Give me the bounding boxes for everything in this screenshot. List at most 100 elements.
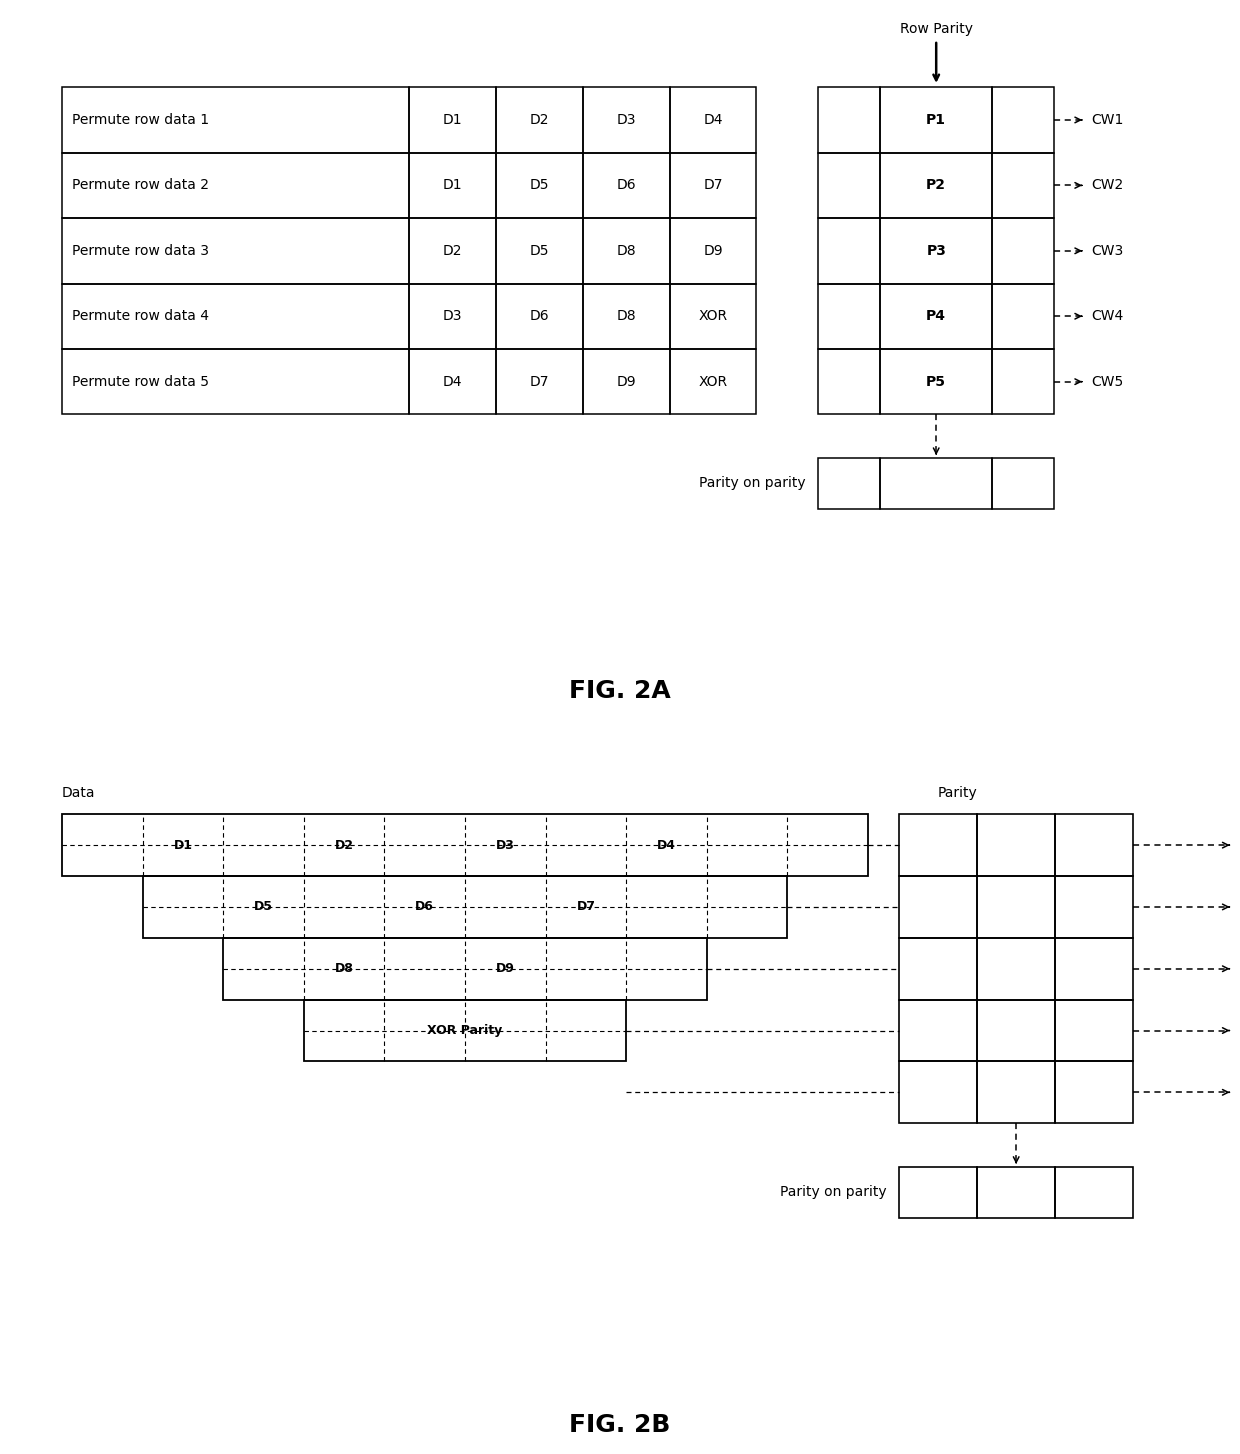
Text: D3: D3 [496, 839, 515, 852]
Bar [583, 87, 670, 153]
Text: Permute row data 4: Permute row data 4 [72, 310, 208, 323]
Bar [899, 875, 977, 938]
Text: XOR: XOR [698, 375, 728, 388]
Bar [818, 153, 880, 218]
Text: P4: P4 [926, 310, 946, 323]
Text: Row Parity: Row Parity [900, 22, 972, 36]
Bar [409, 87, 496, 153]
Bar [899, 814, 977, 875]
Bar [880, 349, 992, 414]
Bar [992, 349, 1054, 414]
Bar [992, 284, 1054, 349]
Bar [583, 284, 670, 349]
Bar [62, 153, 409, 218]
Bar [583, 218, 670, 284]
Bar [496, 87, 583, 153]
Bar [304, 1000, 626, 1061]
Bar [899, 1000, 977, 1061]
Bar [1055, 1000, 1133, 1061]
Bar [992, 458, 1054, 509]
Text: Permute row data 2: Permute row data 2 [72, 179, 208, 192]
Text: XOR: XOR [698, 310, 728, 323]
Text: D8: D8 [335, 963, 353, 976]
Bar [409, 218, 496, 284]
Bar [818, 284, 880, 349]
Bar [409, 284, 496, 349]
Text: D3: D3 [443, 310, 463, 323]
Bar [1055, 875, 1133, 938]
Text: Permute row data 5: Permute row data 5 [72, 375, 208, 388]
Text: D5: D5 [529, 244, 549, 257]
Bar [62, 218, 409, 284]
Text: D1: D1 [174, 839, 192, 852]
Bar [880, 87, 992, 153]
Bar [62, 87, 409, 153]
Bar [496, 218, 583, 284]
Text: Parity on parity: Parity on parity [699, 477, 806, 490]
Text: D7: D7 [529, 375, 549, 388]
Text: D9: D9 [703, 244, 723, 257]
Bar [409, 153, 496, 218]
Bar [496, 349, 583, 414]
Bar [818, 218, 880, 284]
Text: D7: D7 [577, 900, 595, 913]
Bar [583, 349, 670, 414]
Text: D1: D1 [443, 113, 463, 126]
Bar [880, 218, 992, 284]
Bar [977, 1000, 1055, 1061]
Bar [899, 938, 977, 1000]
Text: D7: D7 [703, 179, 723, 192]
Text: P2: P2 [926, 179, 946, 192]
Text: FIG. 2B: FIG. 2B [569, 1413, 671, 1437]
Text: P1: P1 [926, 113, 946, 126]
Bar [818, 349, 880, 414]
Bar [670, 153, 756, 218]
Text: CW4: CW4 [1091, 310, 1123, 323]
Text: D4: D4 [657, 839, 676, 852]
Text: D9: D9 [496, 963, 515, 976]
Bar [496, 284, 583, 349]
Text: CW1: CW1 [1091, 113, 1123, 126]
Bar [143, 875, 787, 938]
Bar [1055, 938, 1133, 1000]
Text: P5: P5 [926, 375, 946, 388]
Text: Permute row data 3: Permute row data 3 [72, 244, 208, 257]
Bar [899, 1061, 977, 1122]
Bar [1055, 814, 1133, 875]
Text: Parity: Parity [937, 785, 978, 800]
Bar [880, 458, 992, 509]
Bar [880, 153, 992, 218]
Bar [223, 938, 707, 1000]
Text: Permute row data 1: Permute row data 1 [72, 113, 210, 126]
Bar [977, 1061, 1055, 1122]
Bar [670, 87, 756, 153]
Bar [62, 349, 409, 414]
Bar [62, 814, 868, 875]
Text: D2: D2 [335, 839, 353, 852]
Bar [977, 875, 1055, 938]
Bar [670, 284, 756, 349]
Bar [62, 284, 409, 349]
Bar [899, 1166, 977, 1218]
Text: D6: D6 [616, 179, 636, 192]
Bar [496, 153, 583, 218]
Text: D2: D2 [443, 244, 463, 257]
Text: CW5: CW5 [1091, 375, 1123, 388]
Text: D9: D9 [616, 375, 636, 388]
Text: D5: D5 [254, 900, 273, 913]
Text: D8: D8 [616, 310, 636, 323]
Bar [583, 153, 670, 218]
Text: Parity on parity: Parity on parity [780, 1185, 887, 1200]
Text: CW3: CW3 [1091, 244, 1123, 257]
Bar [992, 218, 1054, 284]
Bar [977, 814, 1055, 875]
Text: CW2: CW2 [1091, 179, 1123, 192]
Text: D2: D2 [529, 113, 549, 126]
Text: D4: D4 [443, 375, 463, 388]
Text: D5: D5 [529, 179, 549, 192]
Bar [409, 349, 496, 414]
Bar [992, 87, 1054, 153]
Text: XOR Parity: XOR Parity [428, 1024, 502, 1037]
Bar [818, 458, 880, 509]
Bar [818, 87, 880, 153]
